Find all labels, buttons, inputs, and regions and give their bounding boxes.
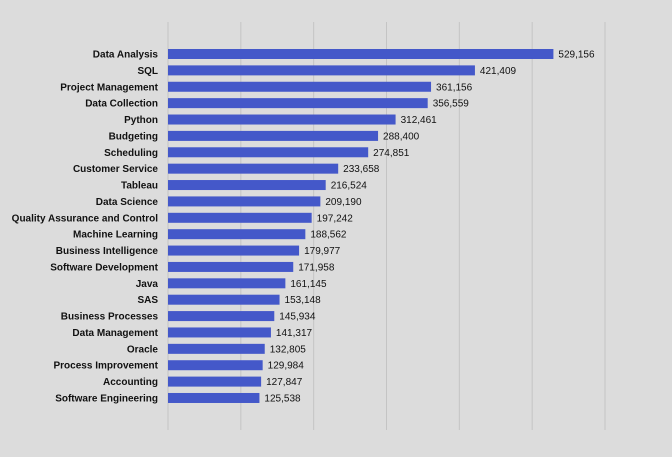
- category-label: Java: [136, 279, 159, 290]
- category-label: Oracle: [127, 344, 159, 355]
- data-label: 132,805: [270, 344, 307, 355]
- value-labels: 529,156 421,409 361,156 356,559 312,461 288,4…: [264, 50, 595, 405]
- category-label: Data Collection: [85, 99, 158, 110]
- category-label: Business Processes: [61, 312, 159, 323]
- bar: [168, 360, 263, 371]
- bar: [168, 196, 321, 207]
- category-label: SAS: [137, 295, 158, 306]
- bar: [168, 49, 554, 59]
- category-label: Machine Learning: [73, 230, 158, 241]
- data-label: 209,190: [325, 197, 362, 208]
- data-label: 161,145: [290, 279, 327, 290]
- data-label: 529,156: [558, 50, 595, 61]
- data-label: 361,156: [436, 82, 473, 93]
- data-label: 233,658: [343, 164, 380, 175]
- bar: [168, 147, 369, 158]
- bar: [168, 376, 262, 387]
- bar: [168, 278, 286, 289]
- data-label: 171,958: [298, 262, 335, 273]
- bar: [168, 212, 312, 223]
- data-label: 216,524: [331, 181, 368, 192]
- data-label: 127,847: [266, 377, 303, 388]
- category-label: Business Intelligence: [56, 246, 159, 257]
- category-label: Tableau: [121, 181, 158, 192]
- category-label: Customer Service: [73, 164, 158, 175]
- bar: [168, 81, 432, 92]
- category-label: Data Science: [96, 197, 159, 208]
- bar: [168, 245, 300, 256]
- data-label: 153,148: [285, 295, 322, 306]
- bar: [168, 343, 265, 354]
- category-label: Software Development: [50, 262, 158, 273]
- data-label: 288,400: [383, 131, 420, 142]
- bar: [168, 229, 306, 240]
- category-label: Quality Assurance and Control: [12, 213, 159, 224]
- bar: [168, 294, 280, 305]
- data-label: 197,242: [317, 213, 354, 224]
- category-label: Scheduling: [104, 148, 158, 159]
- category-label: Project Management: [60, 82, 158, 93]
- bar: [168, 392, 260, 403]
- data-label: 356,559: [433, 99, 470, 110]
- bar: [168, 261, 294, 272]
- data-label: 188,562: [310, 230, 347, 241]
- bar: [168, 114, 396, 125]
- data-label: 145,934: [279, 312, 316, 323]
- category-label: Data Management: [72, 328, 158, 339]
- bar: [168, 65, 475, 76]
- category-label: Software Engineering: [55, 393, 158, 404]
- bar: [168, 327, 271, 338]
- bar: [168, 163, 339, 174]
- data-label: 421,409: [480, 66, 517, 77]
- data-label: 179,977: [304, 246, 341, 257]
- category-label: SQL: [137, 66, 158, 77]
- category-label: Process Improvement: [54, 361, 159, 372]
- data-label: 129,984: [268, 361, 305, 372]
- data-label: 125,538: [264, 393, 301, 404]
- bars: [168, 49, 554, 403]
- category-label: Accounting: [103, 377, 158, 388]
- bar: [168, 180, 326, 191]
- category-labels: Data Analysis SQL Project Management Data C…: [12, 50, 159, 405]
- bar: [168, 311, 275, 322]
- data-label: 274,851: [373, 148, 410, 159]
- bar: [168, 98, 428, 109]
- category-label: Data Analysis: [93, 50, 159, 61]
- data-label: 312,461: [401, 115, 438, 126]
- category-label: Python: [124, 115, 158, 126]
- bar: [168, 130, 379, 141]
- data-label: 141,317: [276, 328, 313, 339]
- category-label: Budgeting: [109, 131, 158, 142]
